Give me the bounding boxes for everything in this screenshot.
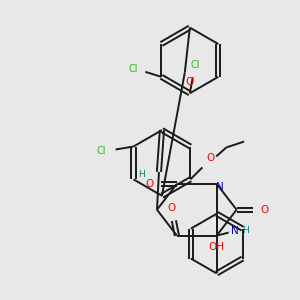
Text: H: H bbox=[138, 170, 144, 179]
Text: N: N bbox=[216, 182, 224, 192]
Text: O: O bbox=[260, 205, 268, 215]
Text: Cl: Cl bbox=[129, 64, 138, 74]
Text: O: O bbox=[186, 77, 194, 87]
Text: Cl: Cl bbox=[190, 60, 200, 70]
Text: Cl: Cl bbox=[97, 146, 106, 157]
Text: OH: OH bbox=[209, 242, 225, 252]
Text: O: O bbox=[145, 179, 153, 189]
Text: O: O bbox=[206, 154, 214, 164]
Text: H: H bbox=[242, 226, 248, 235]
Text: O: O bbox=[168, 203, 176, 213]
Text: N: N bbox=[231, 226, 239, 236]
